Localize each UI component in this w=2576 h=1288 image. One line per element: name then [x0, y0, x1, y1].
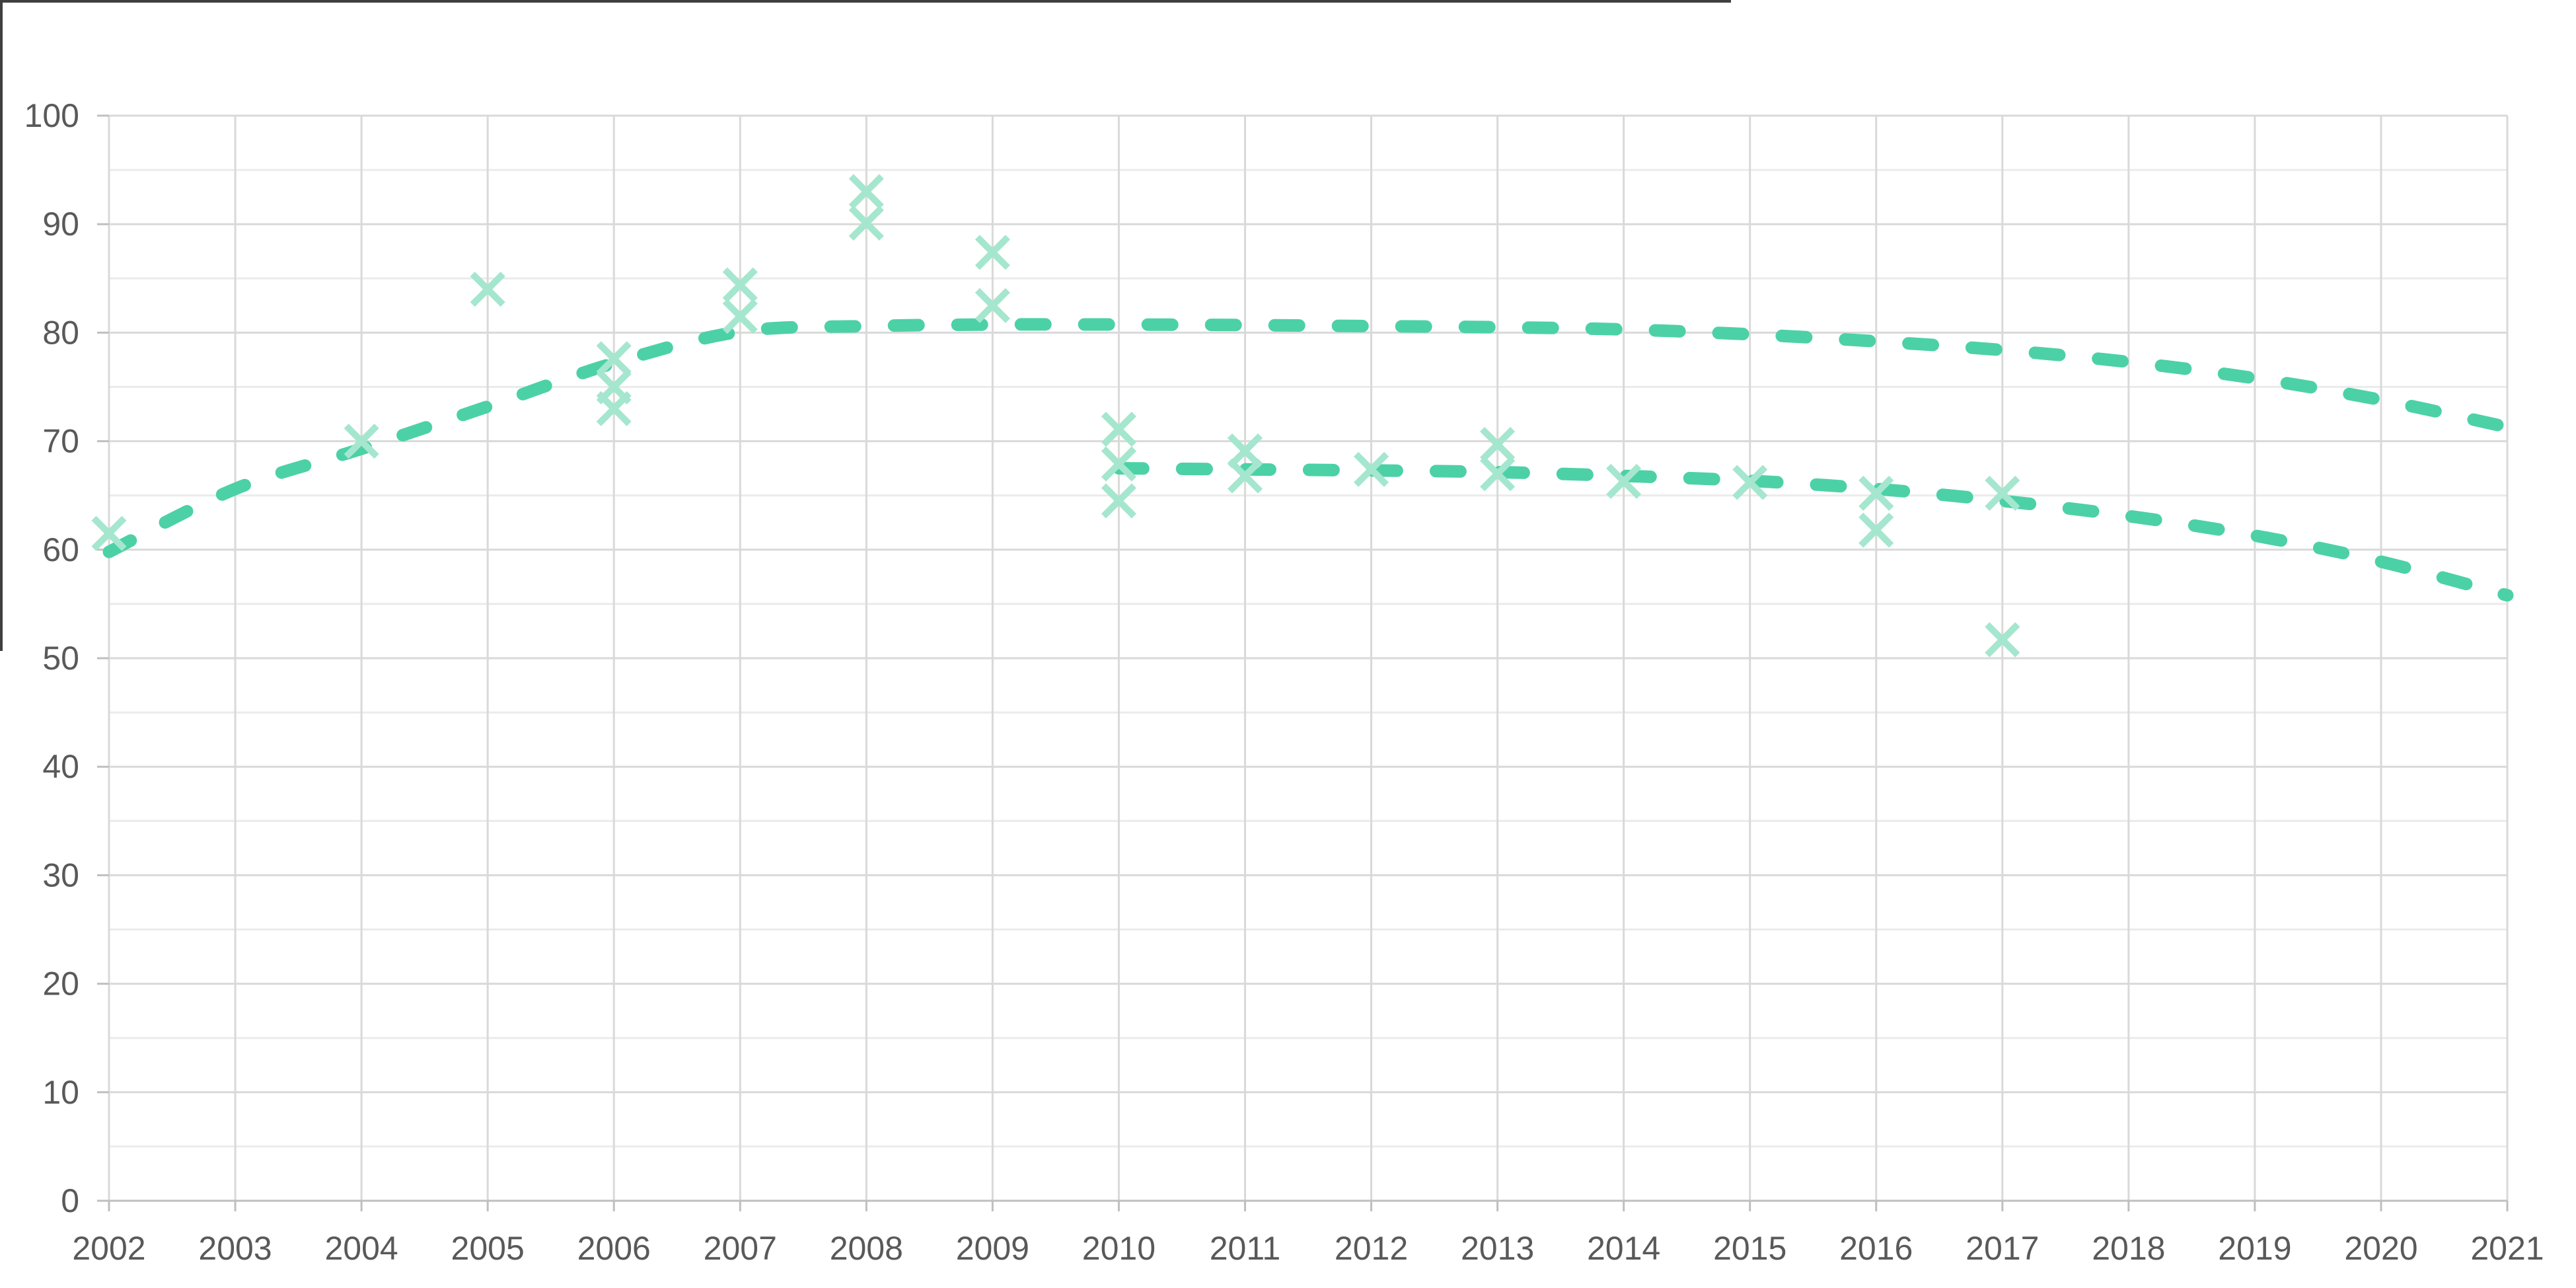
x-axis-label: 2011 [1210, 1230, 1281, 1267]
x-marker-stroke [91, 515, 127, 551]
x-marker [596, 341, 632, 377]
x-axis-label: 2017 [1966, 1230, 2039, 1267]
x-marker [848, 206, 884, 241]
y-axis-label: 70 [42, 423, 79, 460]
x-marker [1606, 463, 1642, 499]
x-marker-stroke [722, 267, 758, 303]
x-marker [975, 287, 1010, 323]
y-axis-label: 60 [42, 531, 79, 568]
x-axis-label: 2013 [1461, 1230, 1534, 1267]
y-axis-label: 30 [42, 856, 79, 893]
y-axis-label: 20 [42, 966, 79, 1003]
x-axis-label: 2010 [1082, 1230, 1156, 1267]
x-marker-stroke [1858, 475, 1894, 511]
x-marker [1985, 475, 2020, 511]
x-marker [1480, 426, 1516, 463]
x-marker [722, 267, 758, 303]
x-axis-label: 2003 [198, 1230, 272, 1267]
minor-gridlines [109, 169, 2507, 1148]
x-marker [1985, 622, 2020, 658]
x-axis-label: 2019 [2218, 1230, 2291, 1267]
x-marker-stroke [1480, 456, 1516, 492]
x-marker [1101, 446, 1136, 482]
x-marker-stroke [1985, 622, 2020, 658]
x-marker-stroke [596, 341, 632, 377]
y-axis-label: 80 [42, 314, 79, 351]
x-axis-label: 2015 [1713, 1230, 1786, 1267]
x-marker [722, 299, 758, 334]
x-axis-label: 2016 [1839, 1230, 1913, 1267]
x-marker [1858, 475, 1894, 511]
x-axis-label: 2005 [451, 1230, 525, 1267]
x-marker-stroke [848, 174, 884, 209]
dashed-trendlines [102, 318, 2514, 602]
x-marker [470, 272, 505, 307]
x-marker [596, 391, 632, 426]
y-axis-label: 40 [42, 748, 79, 785]
x-marker [1227, 433, 1263, 469]
x-marker-stroke [344, 424, 379, 459]
x-axis-label: 2004 [324, 1230, 398, 1267]
y-axis-label: 0 [61, 1182, 79, 1219]
x-axis-label: 2018 [2092, 1230, 2165, 1267]
x-marker-stroke [1101, 412, 1136, 447]
x-axis-label: 2007 [704, 1230, 777, 1267]
x-marker-stroke [1101, 446, 1136, 482]
x-axis-label: 2021 [2470, 1230, 2544, 1267]
x-marker-stroke [722, 299, 758, 334]
x-marker-stroke [1606, 463, 1642, 499]
x-axis-label: 2009 [956, 1230, 1029, 1267]
x-marker-stroke [975, 235, 1010, 270]
x-marker [1101, 483, 1136, 519]
x-marker [91, 515, 127, 551]
x-axis-label: 2014 [1587, 1230, 1660, 1267]
x-axis-label: 2006 [577, 1230, 651, 1267]
lower-trend-dashed-line [1112, 462, 2514, 602]
x-marker-stroke [1227, 433, 1263, 469]
major-gridlines [109, 114, 2507, 1094]
x-marker-stroke [1858, 512, 1894, 548]
screenshot-edge-borders [0, 0, 1731, 651]
y-axis-label: 50 [42, 640, 79, 677]
x-scatter-markers [91, 174, 2020, 658]
x-axis-label: 2002 [72, 1230, 145, 1267]
x-marker-stroke [470, 272, 505, 307]
x-marker-stroke [1101, 483, 1136, 519]
x-marker-stroke [1985, 475, 2020, 511]
x-marker-stroke [975, 287, 1010, 323]
x-marker-stroke [1480, 426, 1516, 463]
x-axis-label: 2008 [830, 1230, 903, 1267]
x-marker [1480, 456, 1516, 492]
axis-tick-marks [97, 114, 2509, 1211]
x-marker-stroke [848, 206, 884, 241]
x-axis-tick-labels: 2002 2003 2004 2005 2006 2007 2008 2009 2010 2011… [72, 1230, 2544, 1267]
x-marker [975, 235, 1010, 270]
x-marker [1227, 458, 1263, 494]
x-marker [1101, 412, 1136, 447]
x-marker-stroke [1732, 465, 1768, 500]
x-marker [1858, 512, 1894, 548]
vertical-gridlines [108, 116, 2509, 1201]
x-marker [1732, 465, 1768, 500]
x-axis-label: 2020 [2344, 1230, 2417, 1267]
y-axis-label: 90 [42, 206, 79, 243]
y-axis-label: 100 [24, 97, 79, 134]
x-marker [1353, 451, 1389, 487]
x-marker-stroke [1353, 451, 1389, 487]
x-marker-stroke [596, 391, 632, 426]
x-axis-label: 2012 [1335, 1230, 1408, 1267]
x-marker [344, 424, 379, 459]
x-marker [848, 174, 884, 209]
y-axis-label: 10 [42, 1074, 79, 1111]
y-axis-tick-labels: 0 10 20 30 40 50 60 70 80 90 100 [24, 97, 79, 1219]
x-marker-stroke [1227, 458, 1263, 494]
upper-trend-dashed-line [102, 318, 2514, 558]
